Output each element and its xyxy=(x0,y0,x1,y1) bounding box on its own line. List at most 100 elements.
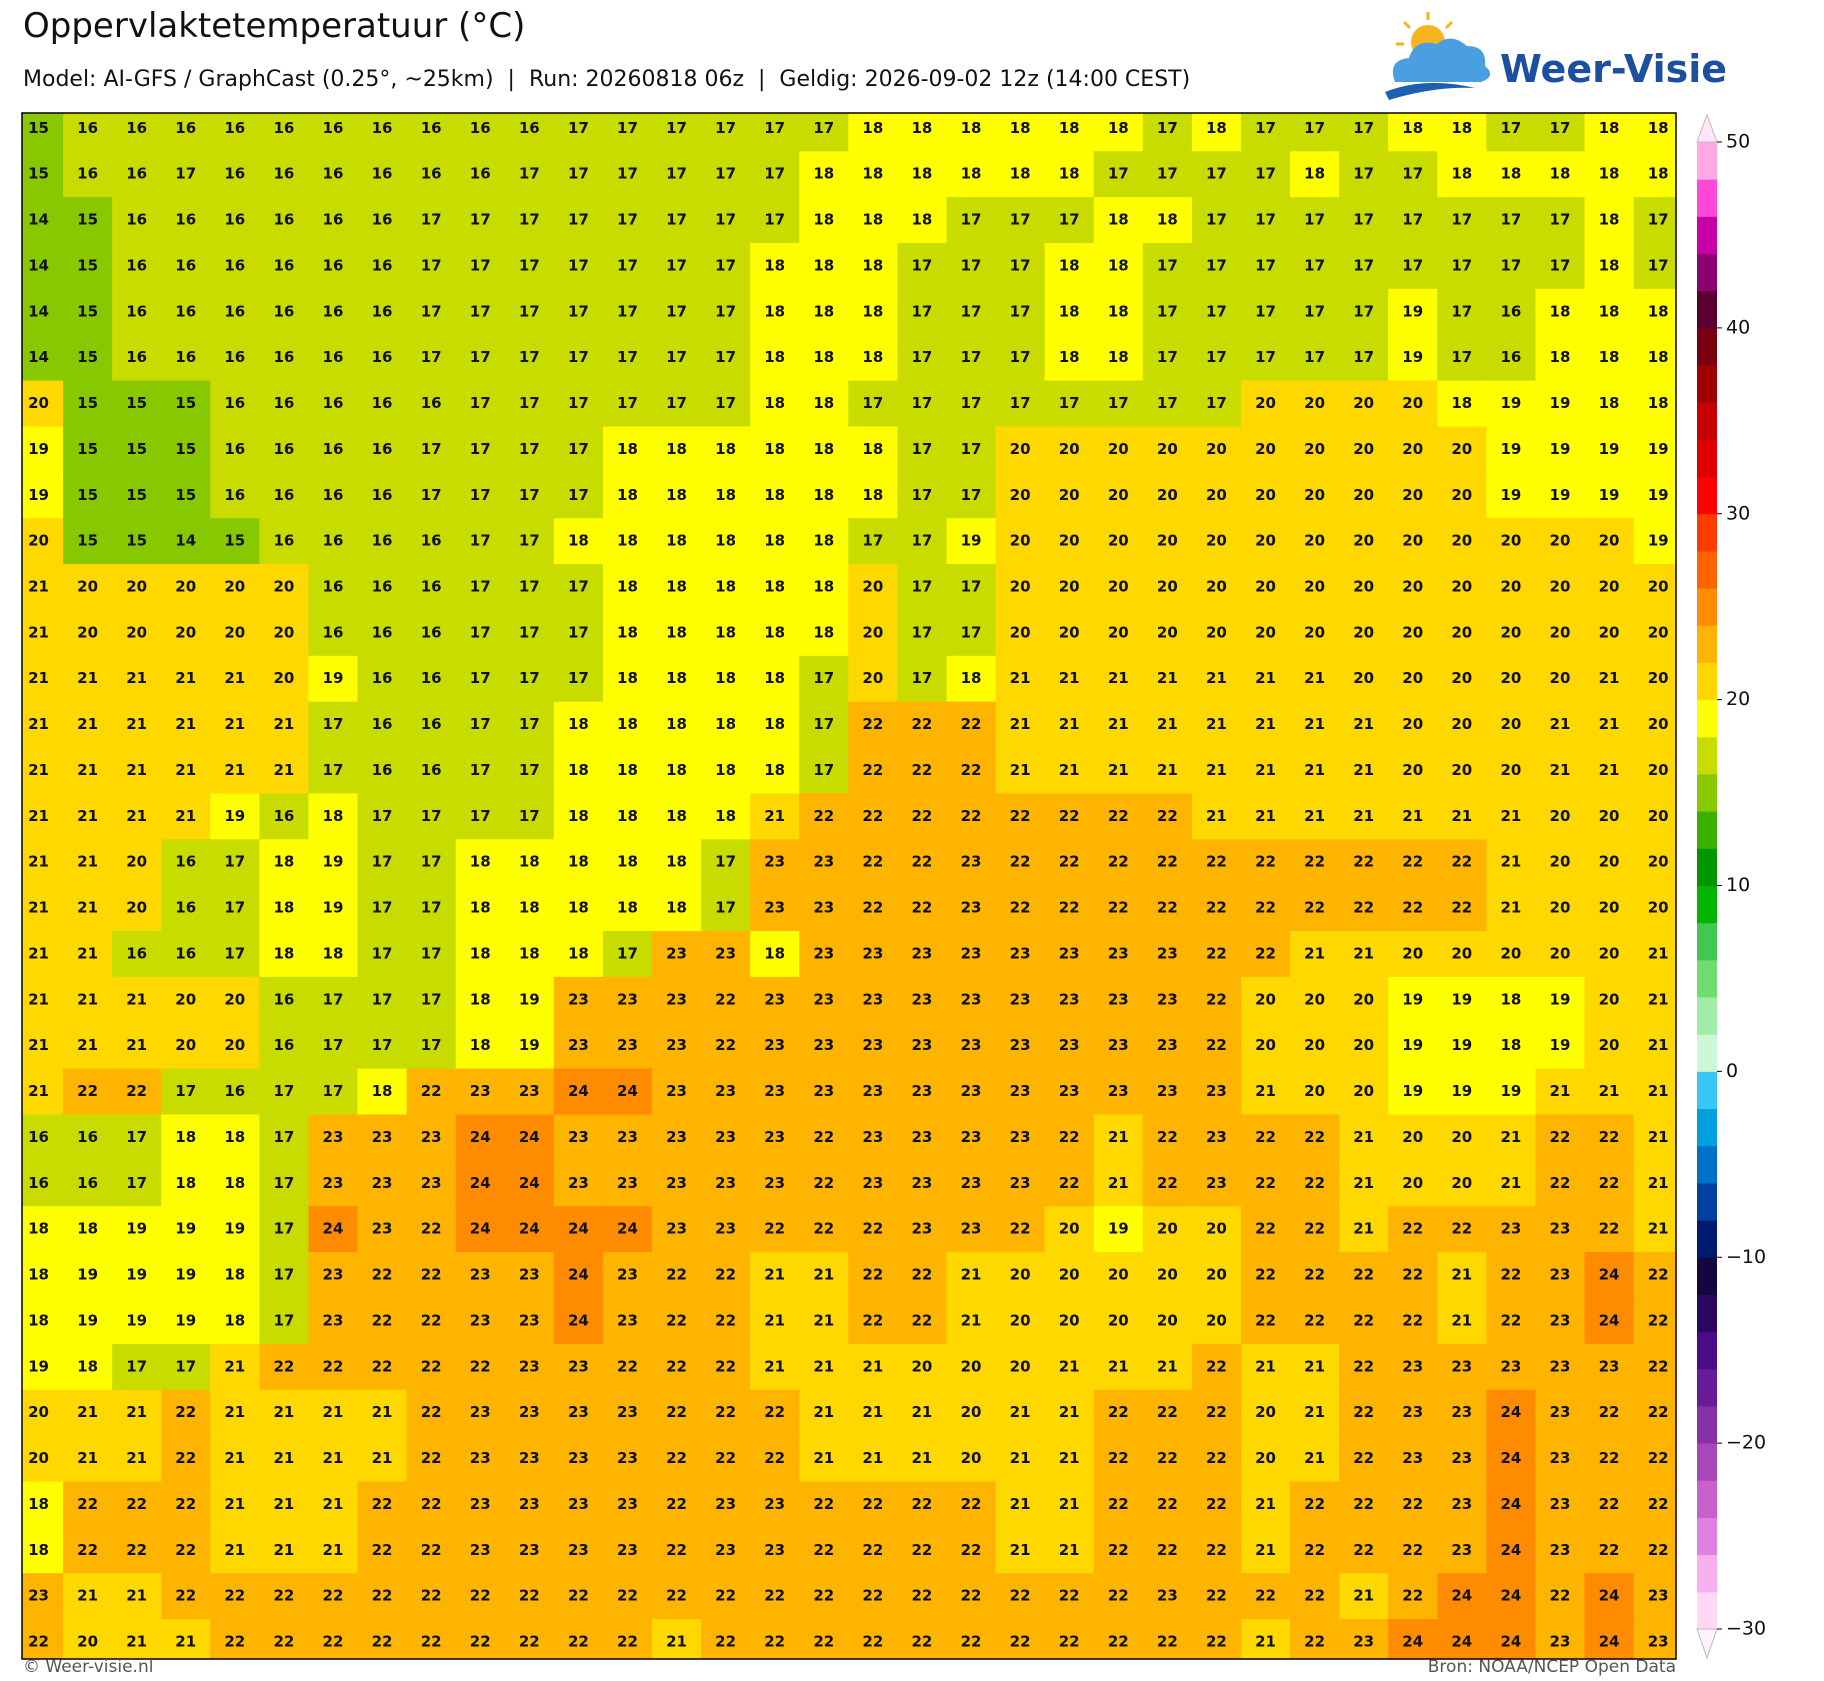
cell-value: 22 xyxy=(912,1587,933,1605)
cell xyxy=(1535,1022,1586,1070)
cell xyxy=(848,426,898,473)
cell-value: 17 xyxy=(1255,302,1276,320)
cell-value: 24 xyxy=(568,1266,589,1284)
cell-value: 17 xyxy=(519,623,540,641)
cell-value: 17 xyxy=(421,807,442,825)
cell-value: 18 xyxy=(764,578,785,596)
cell-value: 17 xyxy=(568,440,589,458)
cell-value: 15 xyxy=(175,486,196,504)
cell xyxy=(161,1389,211,1437)
cell xyxy=(308,655,359,703)
cell-value: 20 xyxy=(1010,1357,1031,1375)
cell xyxy=(1093,1068,1144,1116)
cell-value: 23 xyxy=(715,1220,736,1238)
cell xyxy=(1290,609,1340,657)
cell-value: 22 xyxy=(1157,1403,1178,1421)
cell xyxy=(1437,1619,1487,1659)
cell-value: 18 xyxy=(1059,256,1080,274)
cell-value: 23 xyxy=(961,853,982,871)
cell-value: 20 xyxy=(1304,623,1325,641)
cell xyxy=(946,1114,997,1161)
cell-value: 18 xyxy=(1059,302,1080,320)
cell-value: 17 xyxy=(1108,394,1129,412)
cell xyxy=(553,197,604,244)
cell-value: 18 xyxy=(175,1174,196,1192)
cell xyxy=(897,1206,948,1253)
cell-value: 23 xyxy=(519,1449,540,1467)
cell xyxy=(210,380,260,428)
cell xyxy=(259,151,310,198)
cell-value: 23 xyxy=(764,899,785,917)
cell-value: 20 xyxy=(862,623,883,641)
cell-value: 17 xyxy=(961,578,982,596)
cell-value: 22 xyxy=(1108,1587,1129,1605)
cell xyxy=(946,334,997,382)
cell-value: 21 xyxy=(1059,1541,1080,1559)
cell-value: 22 xyxy=(224,1587,245,1605)
cell-value: 22 xyxy=(1157,853,1178,871)
cell xyxy=(1437,1297,1487,1345)
cell-value: 20 xyxy=(224,623,245,641)
cell-value: 19 xyxy=(77,1266,98,1284)
cell xyxy=(1486,1573,1537,1620)
cell-value: 22 xyxy=(1599,1495,1620,1513)
cell-value: 18 xyxy=(764,348,785,366)
cell xyxy=(848,1022,898,1070)
cell-value: 17 xyxy=(1500,211,1521,229)
cell-value: 18 xyxy=(1451,394,1472,412)
cell-value: 20 xyxy=(1157,1220,1178,1238)
cell xyxy=(1339,1435,1389,1483)
cell xyxy=(799,472,849,519)
cell xyxy=(1633,1481,1676,1528)
cell-value: 19 xyxy=(1108,1220,1129,1238)
cell-value: 20 xyxy=(1059,440,1080,458)
cell-value: 23 xyxy=(617,1128,638,1146)
cell-value: 22 xyxy=(175,1541,196,1559)
cell-value: 22 xyxy=(715,1587,736,1605)
cell-value: 16 xyxy=(273,807,294,825)
cell xyxy=(210,1206,260,1253)
cell-value: 22 xyxy=(1157,807,1178,825)
cell-value: 22 xyxy=(1353,1266,1374,1284)
cell-value: 23 xyxy=(1648,1633,1669,1651)
colorbar-segment xyxy=(1697,1034,1717,1072)
cell-value: 22 xyxy=(1353,1403,1374,1421)
cell-value: 21 xyxy=(813,1311,834,1329)
cell-value: 17 xyxy=(912,348,933,366)
cell-value: 20 xyxy=(175,1036,196,1054)
cell xyxy=(652,1573,702,1620)
cell xyxy=(602,1389,653,1437)
cell-value: 20 xyxy=(1550,532,1571,550)
cell-value: 16 xyxy=(273,211,294,229)
cell xyxy=(308,334,359,382)
cell xyxy=(357,1527,408,1574)
cell xyxy=(1535,609,1586,657)
cell xyxy=(406,1068,457,1116)
cell-value: 18 xyxy=(961,119,982,137)
cell-value: 21 xyxy=(1059,669,1080,687)
cell xyxy=(308,885,359,932)
cell xyxy=(406,1160,457,1207)
cell xyxy=(1240,1435,1291,1483)
cell-value: 23 xyxy=(1206,1082,1227,1100)
cell-value: 21 xyxy=(1206,669,1227,687)
cell xyxy=(1142,426,1193,473)
cell-value: 17 xyxy=(715,119,736,137)
cell-value: 17 xyxy=(1206,302,1227,320)
cell-value: 22 xyxy=(1059,899,1080,917)
cell xyxy=(1584,1160,1635,1207)
cell-value: 17 xyxy=(519,761,540,779)
cell-value: 23 xyxy=(1550,1357,1571,1375)
cell xyxy=(22,380,64,428)
cell-value: 23 xyxy=(1599,1357,1620,1375)
cell xyxy=(1044,288,1095,336)
cell-value: 22 xyxy=(1550,1128,1571,1146)
cell xyxy=(995,518,1046,565)
cell xyxy=(112,839,162,886)
cell xyxy=(602,701,653,749)
cell xyxy=(1633,1389,1676,1437)
cell-value: 17 xyxy=(1402,211,1423,229)
cell xyxy=(602,472,653,519)
cell-value: 22 xyxy=(617,1357,638,1375)
cell-value: 17 xyxy=(224,944,245,962)
